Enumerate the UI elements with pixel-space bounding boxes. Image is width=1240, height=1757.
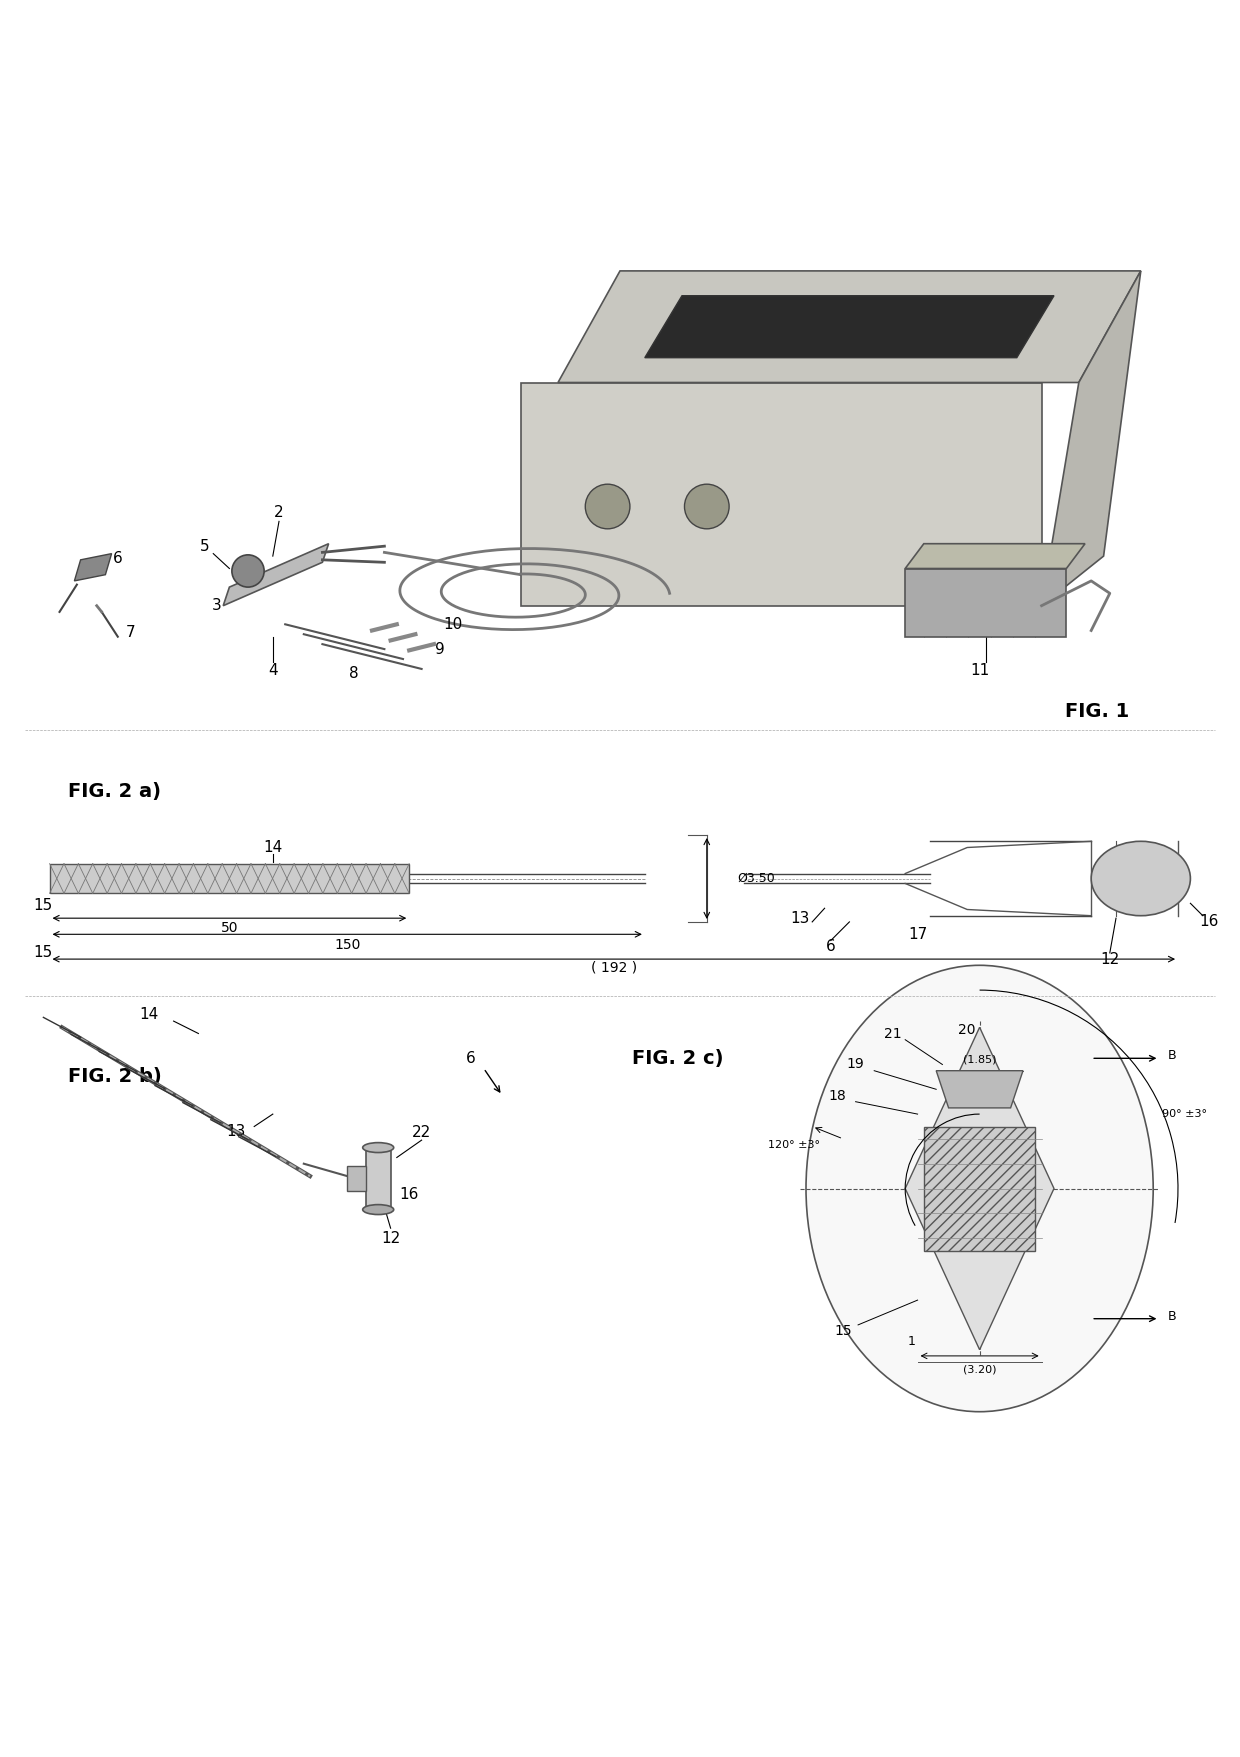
Text: 15: 15 — [33, 945, 53, 961]
Polygon shape — [521, 383, 1042, 606]
Text: 10: 10 — [443, 617, 463, 633]
Text: FIG. 2 c): FIG. 2 c) — [632, 1049, 724, 1068]
Circle shape — [684, 485, 729, 529]
Circle shape — [232, 555, 264, 587]
Text: FIG. 1: FIG. 1 — [1065, 701, 1130, 720]
Text: 1: 1 — [714, 332, 724, 346]
Text: 6: 6 — [826, 940, 836, 954]
Text: B: B — [1168, 1049, 1176, 1063]
Text: 16: 16 — [1199, 914, 1219, 929]
Polygon shape — [1042, 271, 1141, 606]
Text: Ø3.50: Ø3.50 — [738, 871, 775, 886]
Text: 14: 14 — [139, 1007, 159, 1023]
Text: 11: 11 — [970, 662, 990, 678]
Text: 18: 18 — [828, 1089, 846, 1102]
Text: 6: 6 — [466, 1051, 476, 1066]
Text: 90° ±3°: 90° ±3° — [1162, 1109, 1207, 1119]
Text: 5: 5 — [200, 539, 210, 553]
Text: 21: 21 — [884, 1026, 901, 1040]
Text: 17: 17 — [908, 926, 928, 942]
Polygon shape — [223, 543, 329, 606]
Text: 15: 15 — [835, 1325, 852, 1339]
Text: 1: 1 — [908, 1335, 915, 1348]
Ellipse shape — [806, 965, 1153, 1411]
Text: 12: 12 — [381, 1230, 401, 1246]
Text: 16: 16 — [399, 1188, 419, 1202]
Polygon shape — [924, 1126, 1035, 1251]
Text: 20: 20 — [959, 1023, 976, 1037]
Text: 12: 12 — [1100, 952, 1120, 966]
Text: 6: 6 — [113, 552, 123, 566]
Text: 14: 14 — [263, 840, 283, 856]
Text: 7: 7 — [125, 625, 135, 641]
Text: (3.20): (3.20) — [962, 1365, 997, 1374]
Text: FIG. 2 b): FIG. 2 b) — [68, 1068, 162, 1086]
Text: 22: 22 — [412, 1124, 432, 1140]
Text: 3: 3 — [212, 597, 222, 613]
Text: ( 192 ): ( 192 ) — [590, 961, 637, 975]
Polygon shape — [645, 295, 1054, 358]
Text: 8: 8 — [348, 666, 358, 682]
Text: 15: 15 — [33, 898, 53, 914]
Text: 13: 13 — [790, 910, 810, 926]
Ellipse shape — [1091, 842, 1190, 915]
Polygon shape — [905, 543, 1085, 569]
Text: B: B — [1168, 1309, 1176, 1323]
Text: FIG. 2 a): FIG. 2 a) — [68, 782, 161, 801]
Polygon shape — [905, 569, 1066, 636]
Text: 150: 150 — [334, 938, 361, 952]
Text: 9: 9 — [435, 641, 445, 657]
Polygon shape — [50, 864, 409, 893]
Polygon shape — [74, 553, 112, 582]
Polygon shape — [366, 1147, 391, 1209]
Text: 4: 4 — [268, 662, 278, 678]
Text: (1.85): (1.85) — [962, 1054, 997, 1065]
Text: 19: 19 — [847, 1058, 864, 1072]
Text: 120° ±3°: 120° ±3° — [768, 1140, 820, 1151]
Polygon shape — [558, 271, 1141, 383]
Text: 2: 2 — [274, 506, 284, 520]
Text: 50: 50 — [221, 921, 238, 935]
Polygon shape — [936, 1070, 1023, 1109]
Text: 13: 13 — [226, 1124, 246, 1139]
Circle shape — [585, 485, 630, 529]
Polygon shape — [347, 1167, 366, 1191]
Polygon shape — [905, 1028, 1054, 1349]
Ellipse shape — [362, 1205, 394, 1214]
Ellipse shape — [362, 1142, 394, 1153]
